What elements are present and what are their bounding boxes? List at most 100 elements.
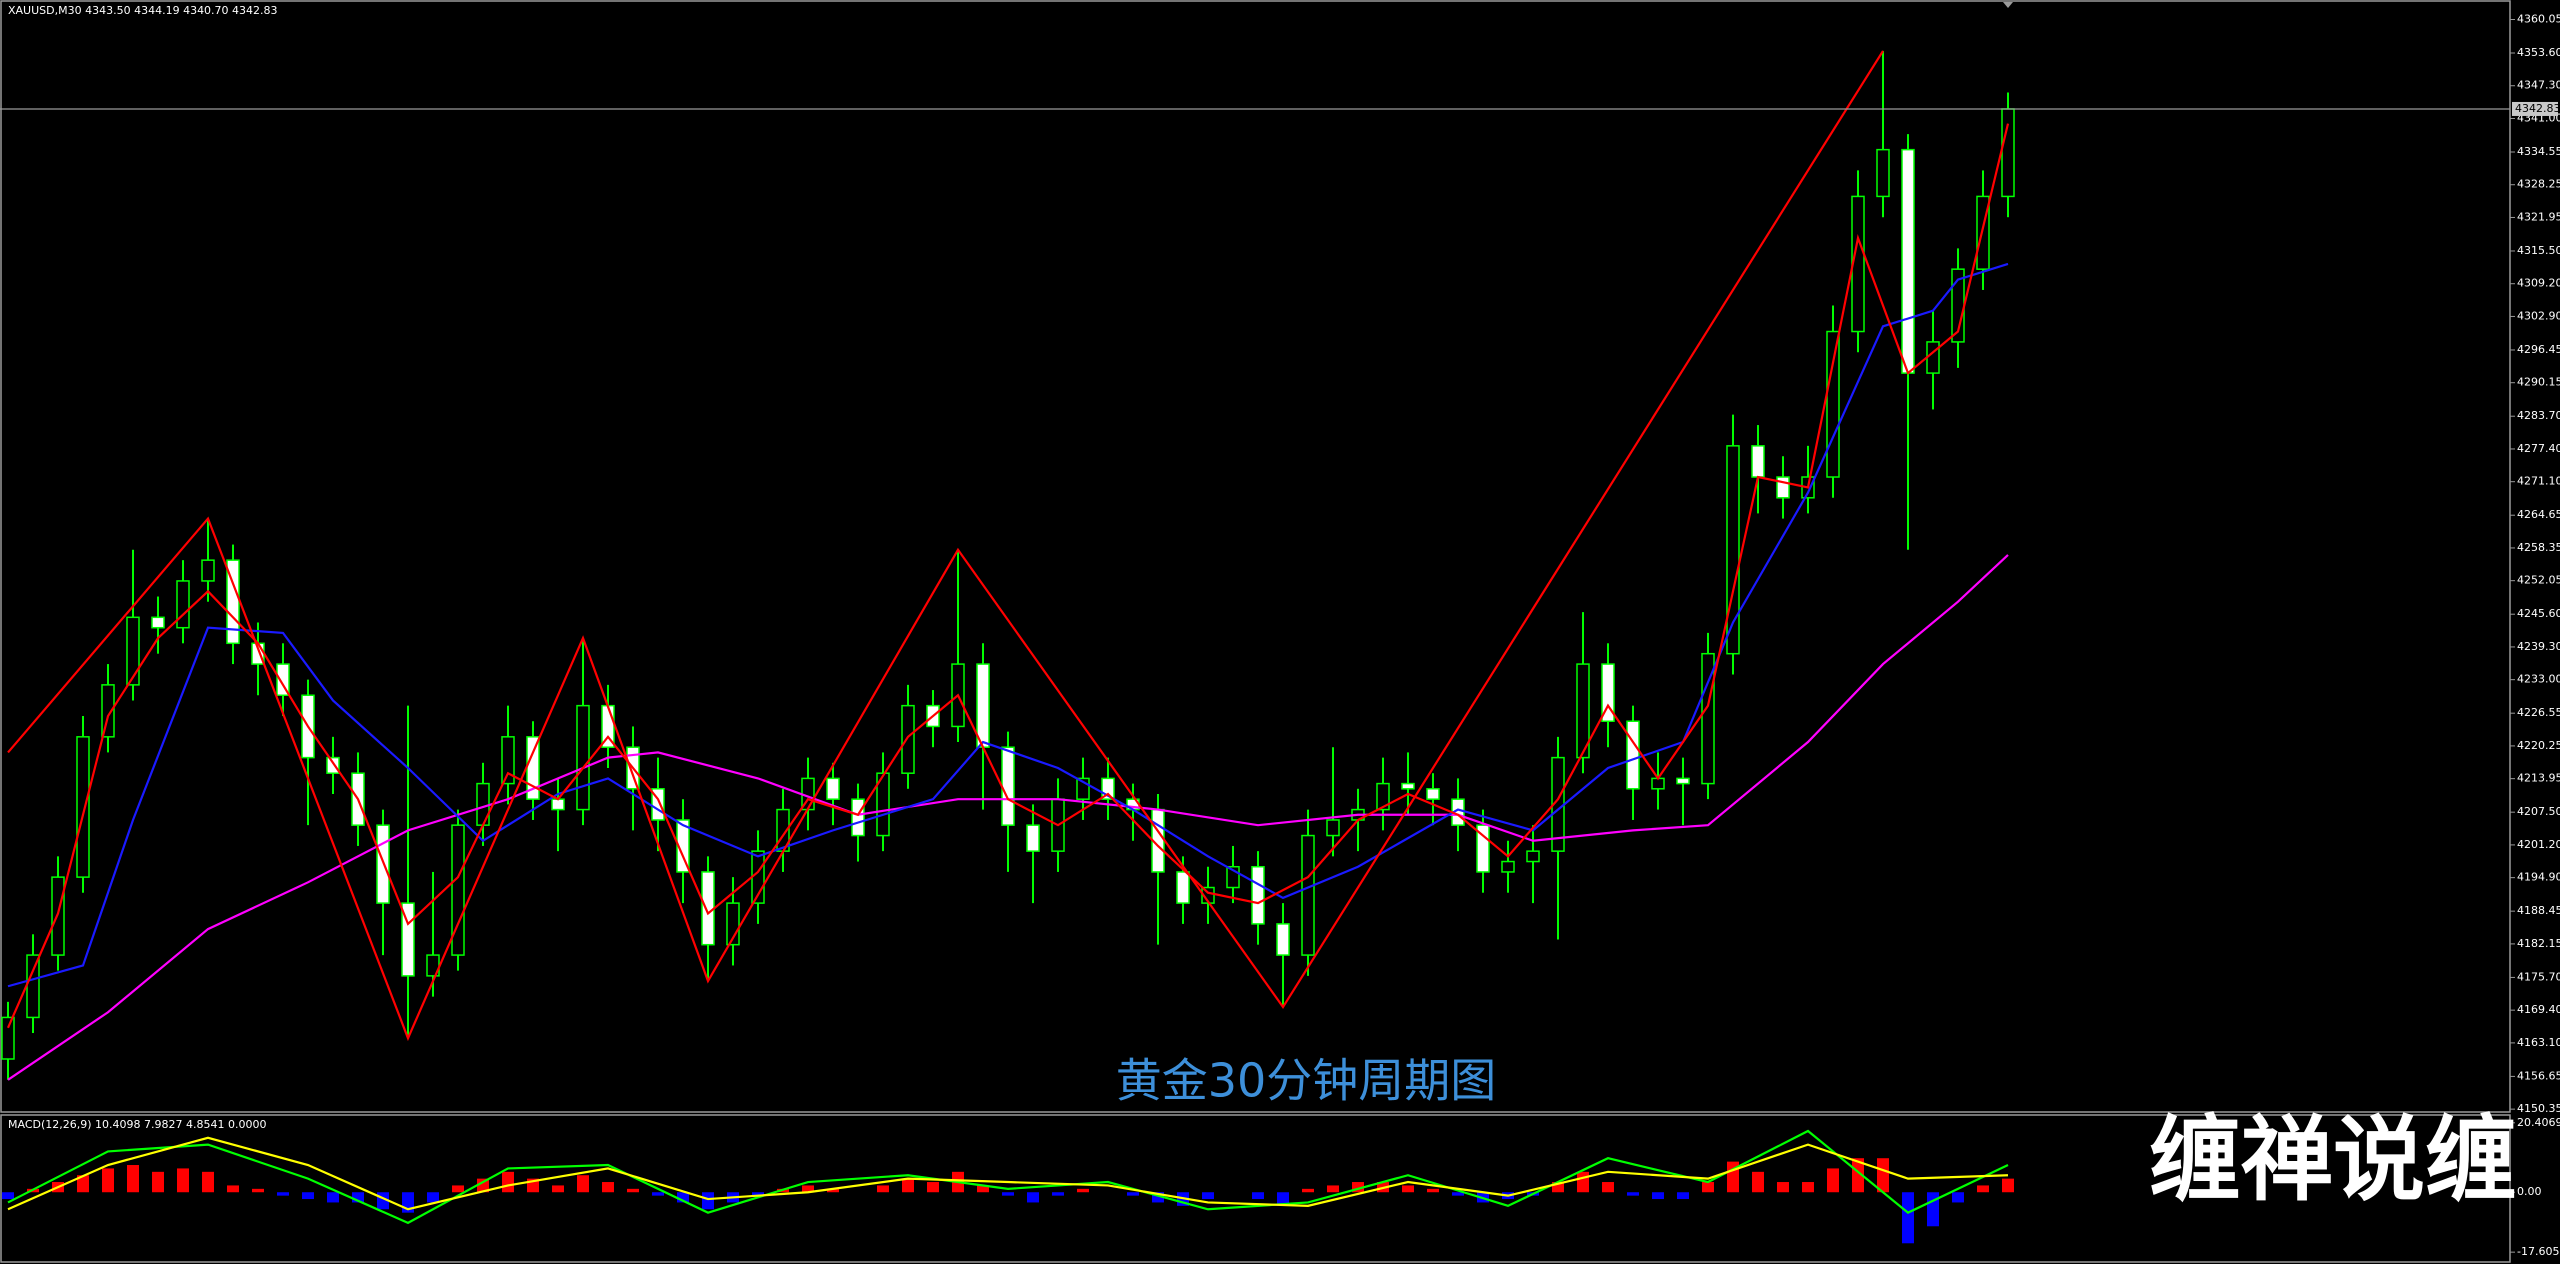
y-tick-label: 4315.50 — [2517, 244, 2560, 257]
macd-bar — [502, 1171, 514, 1193]
y-tick-label: 4175.70 — [2517, 970, 2560, 983]
macd-bar — [577, 1175, 589, 1193]
macd-bar — [1602, 1182, 1614, 1193]
macd-bar — [1152, 1192, 1164, 1203]
macd-bar — [627, 1188, 639, 1193]
candle-body — [126, 616, 140, 686]
y-tick-label: 4347.30 — [2517, 79, 2560, 92]
macd-bar — [902, 1178, 914, 1193]
y-tick-label: 4277.40 — [2517, 442, 2560, 455]
indicator-line — [6, 123, 2010, 1029]
macd-bar — [102, 1168, 114, 1193]
y-tick-label: -17.6053 — [2517, 1245, 2560, 1258]
macd-bar — [1627, 1192, 1639, 1196]
candle-body — [1751, 445, 1765, 478]
macd-bar — [1677, 1192, 1689, 1200]
y-tick-label: 4264.65 — [2517, 508, 2560, 521]
candle-body — [1776, 476, 1790, 499]
candle-body — [1176, 871, 1190, 904]
y-tick-label: 4245.60 — [2517, 607, 2560, 620]
y-tick-label: 4283.70 — [2517, 409, 2560, 422]
current-price-box — [2512, 101, 2558, 116]
y-tick-label: 4213.95 — [2517, 772, 2560, 785]
candle-body — [1876, 148, 1890, 198]
candle-body — [151, 616, 165, 629]
macd-bar — [877, 1185, 889, 1193]
y-tick-label: 20.4069 — [2517, 1116, 2560, 1129]
candle-body — [451, 824, 465, 956]
y-tick-label: 4258.35 — [2517, 541, 2560, 554]
candle-body — [1276, 923, 1290, 956]
macd-bar — [1452, 1192, 1464, 1196]
macd-bar — [2002, 1178, 2014, 1193]
macd-bar — [752, 1192, 764, 1196]
candle-body — [1526, 850, 1540, 863]
macd-bar — [1427, 1188, 1439, 1193]
y-tick-label: 4353.60 — [2517, 46, 2560, 59]
macd-bar — [677, 1192, 689, 1203]
y-tick-label: 4239.30 — [2517, 640, 2560, 653]
candle-body — [1401, 782, 1415, 790]
watermark: 缠禅说缠 — [2149, 1106, 2517, 1213]
y-tick-label: 4201.20 — [2517, 838, 2560, 851]
y-tick-label: 0.00 — [2517, 1185, 2542, 1198]
y-tick-label: 4194.90 — [2517, 871, 2560, 884]
candle-body — [676, 819, 690, 873]
candle-body — [1676, 777, 1690, 785]
macd-bar — [602, 1182, 614, 1193]
indicator-line — [7, 1136, 2009, 1211]
candle-body — [1, 1016, 15, 1060]
macd-bar — [652, 1192, 664, 1196]
candle-body — [326, 756, 340, 774]
candle-body — [26, 954, 40, 1019]
y-tick-label: 4290.15 — [2517, 376, 2560, 389]
macd-bar — [1652, 1192, 1664, 1200]
candle-body — [1001, 746, 1015, 826]
indicator-line — [7, 50, 1884, 1042]
macd-bar — [452, 1185, 464, 1193]
candle-body — [851, 798, 865, 837]
y-tick-label: 4156.65 — [2517, 1069, 2560, 1082]
y-tick-label: 4169.40 — [2517, 1003, 2560, 1016]
candle-body — [501, 736, 515, 785]
macd-bar — [1977, 1185, 1989, 1193]
candle-body — [1926, 341, 1940, 374]
macd-bar — [1402, 1185, 1414, 1193]
macd-bar — [477, 1178, 489, 1193]
macd-bar — [1552, 1182, 1564, 1193]
macd-bar — [1927, 1192, 1939, 1227]
macd-bar — [1077, 1188, 1089, 1193]
chart-title: XAUUSD,M30 4343.50 4344.19 4340.70 4342.… — [8, 4, 278, 17]
candle-body — [876, 772, 890, 837]
macd-bar — [1302, 1188, 1314, 1193]
candle-body — [1601, 663, 1615, 722]
candle-body — [826, 777, 840, 800]
macd-bar — [302, 1192, 314, 1200]
macd-bar — [202, 1171, 214, 1193]
shift-marker — [2003, 2, 2013, 8]
candle-body — [1501, 860, 1515, 873]
macd-bar — [177, 1168, 189, 1193]
candle-body — [1626, 720, 1640, 790]
candle-body — [276, 663, 290, 697]
candle-body — [1826, 330, 1840, 478]
macd-bar — [1002, 1192, 1014, 1196]
candle-body — [576, 704, 590, 811]
candle-body — [2001, 108, 2015, 198]
macd-bar — [1027, 1192, 1039, 1203]
macd-bar — [327, 1192, 339, 1203]
y-tick-label: 4220.25 — [2517, 739, 2560, 752]
candle-body — [1901, 148, 1915, 374]
y-tick-label: 4302.90 — [2517, 309, 2560, 322]
macd-bar — [252, 1188, 264, 1193]
y-tick-label: 4252.05 — [2517, 574, 2560, 587]
candle-body — [201, 559, 215, 582]
candle-body — [176, 580, 190, 629]
candle-body — [1426, 788, 1440, 800]
candle-body — [701, 871, 715, 946]
macd-bar — [1327, 1185, 1339, 1193]
y-tick-label: 4188.45 — [2517, 904, 2560, 917]
macd-bar — [152, 1171, 164, 1193]
y-tick-label: 4309.20 — [2517, 277, 2560, 290]
